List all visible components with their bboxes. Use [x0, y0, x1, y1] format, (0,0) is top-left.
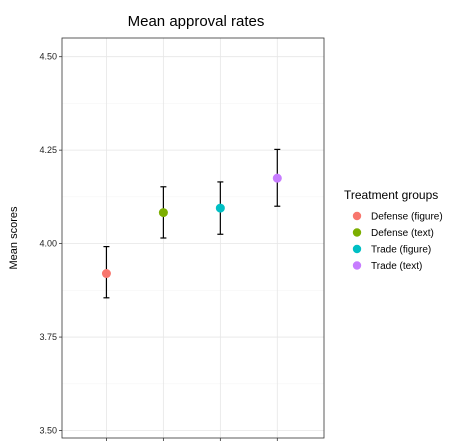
legend-item: Trade (figure) — [352, 244, 431, 256]
legend: Treatment groups Defense (figure) Defense… — [344, 188, 443, 272]
legend-item: Defense (figure) — [352, 211, 443, 223]
legend-label: Defense (text) — [371, 228, 434, 239]
legend-item: Defense (text) — [352, 228, 434, 239]
data-point — [215, 203, 225, 213]
legend-swatch — [352, 244, 362, 254]
plot-area: 3.50 3.75 4.00 4.25 4.50 — [39, 37, 325, 441]
legend-swatch — [352, 261, 362, 270]
grid — [62, 38, 324, 438]
y-tick-label: 3.75 — [39, 332, 57, 342]
chart-title: Mean approval rates — [128, 13, 265, 30]
y-tick-label: 4.00 — [39, 239, 57, 249]
y-tick-label: 4.25 — [39, 145, 57, 155]
legend-swatch — [352, 211, 362, 221]
data-point — [272, 173, 282, 183]
plot-border — [61, 37, 325, 439]
legend-label: Trade (text) — [371, 261, 422, 272]
data-point — [158, 208, 168, 218]
legend-item: Trade (text) — [352, 261, 422, 272]
legend-label: Trade (figure) — [371, 245, 431, 256]
data-point — [101, 269, 111, 279]
legend-title: Treatment groups — [344, 188, 438, 202]
legend-swatch — [352, 228, 362, 237]
data-marks — [101, 148, 282, 299]
legend-label: Defense (figure) — [371, 212, 443, 223]
plot-panel — [62, 38, 324, 438]
y-axis-label: Mean scores — [8, 206, 20, 269]
y-tick-label: 4.50 — [39, 52, 57, 62]
y-tick-label: 3.50 — [39, 426, 57, 436]
